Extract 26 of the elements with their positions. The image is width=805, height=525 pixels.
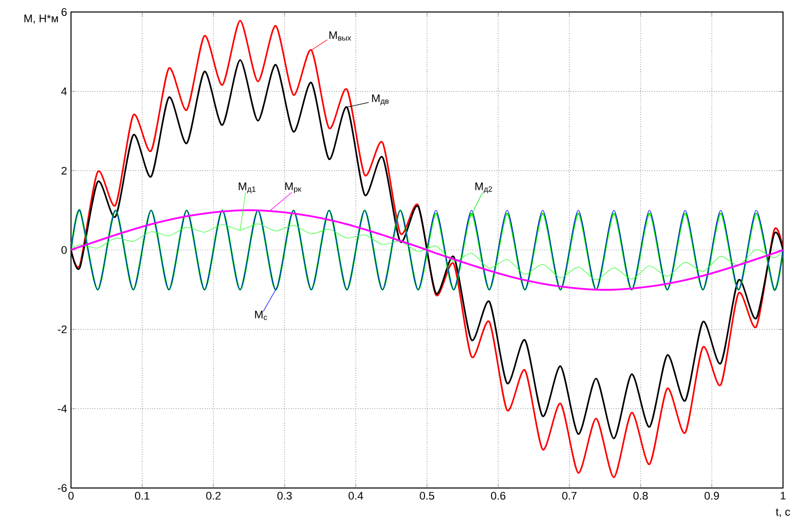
x-tick-label: 0.1 bbox=[134, 492, 150, 500]
y-tick-label: 6 bbox=[62, 8, 67, 16]
series-label: M$_{вых}$ bbox=[329, 31, 352, 41]
x-tick-label: 0.7 bbox=[562, 492, 576, 500]
x-tick-label: 0.5 bbox=[420, 492, 434, 500]
series-label: M$_{рк}$ bbox=[285, 182, 302, 194]
x-tick-label: 0 bbox=[68, 492, 74, 500]
y-tick-label: -6 bbox=[58, 484, 67, 492]
series-label: M$_{д2}$ bbox=[475, 182, 492, 194]
x-axis-title: t, c bbox=[776, 508, 790, 518]
x-tick-label: 0.3 bbox=[277, 492, 292, 500]
text: M$_{с}$ bbox=[255, 310, 268, 320]
y-tick-label: 2 bbox=[62, 166, 67, 175]
text: M$_{д1}$ bbox=[238, 182, 256, 194]
y-axis-title: M, Н*м bbox=[24, 14, 58, 24]
x-tick-label: 0.9 bbox=[704, 492, 719, 500]
y-tick-label: 0 bbox=[61, 246, 67, 254]
x-tick-label: 0.8 bbox=[633, 492, 648, 500]
x-tick-label: 0.6 bbox=[491, 492, 506, 500]
x-tick-label: 1 bbox=[780, 492, 786, 500]
x-tick-label: 0.4 bbox=[348, 492, 364, 500]
y-tick-label: 4 bbox=[61, 88, 67, 96]
x-tick-label: 0.2 bbox=[206, 492, 220, 500]
legend-label: M$_{дв}$ bbox=[372, 94, 389, 106]
y-tick-label: -2 bbox=[58, 325, 67, 334]
y-tick-label: -4 bbox=[58, 404, 67, 412]
